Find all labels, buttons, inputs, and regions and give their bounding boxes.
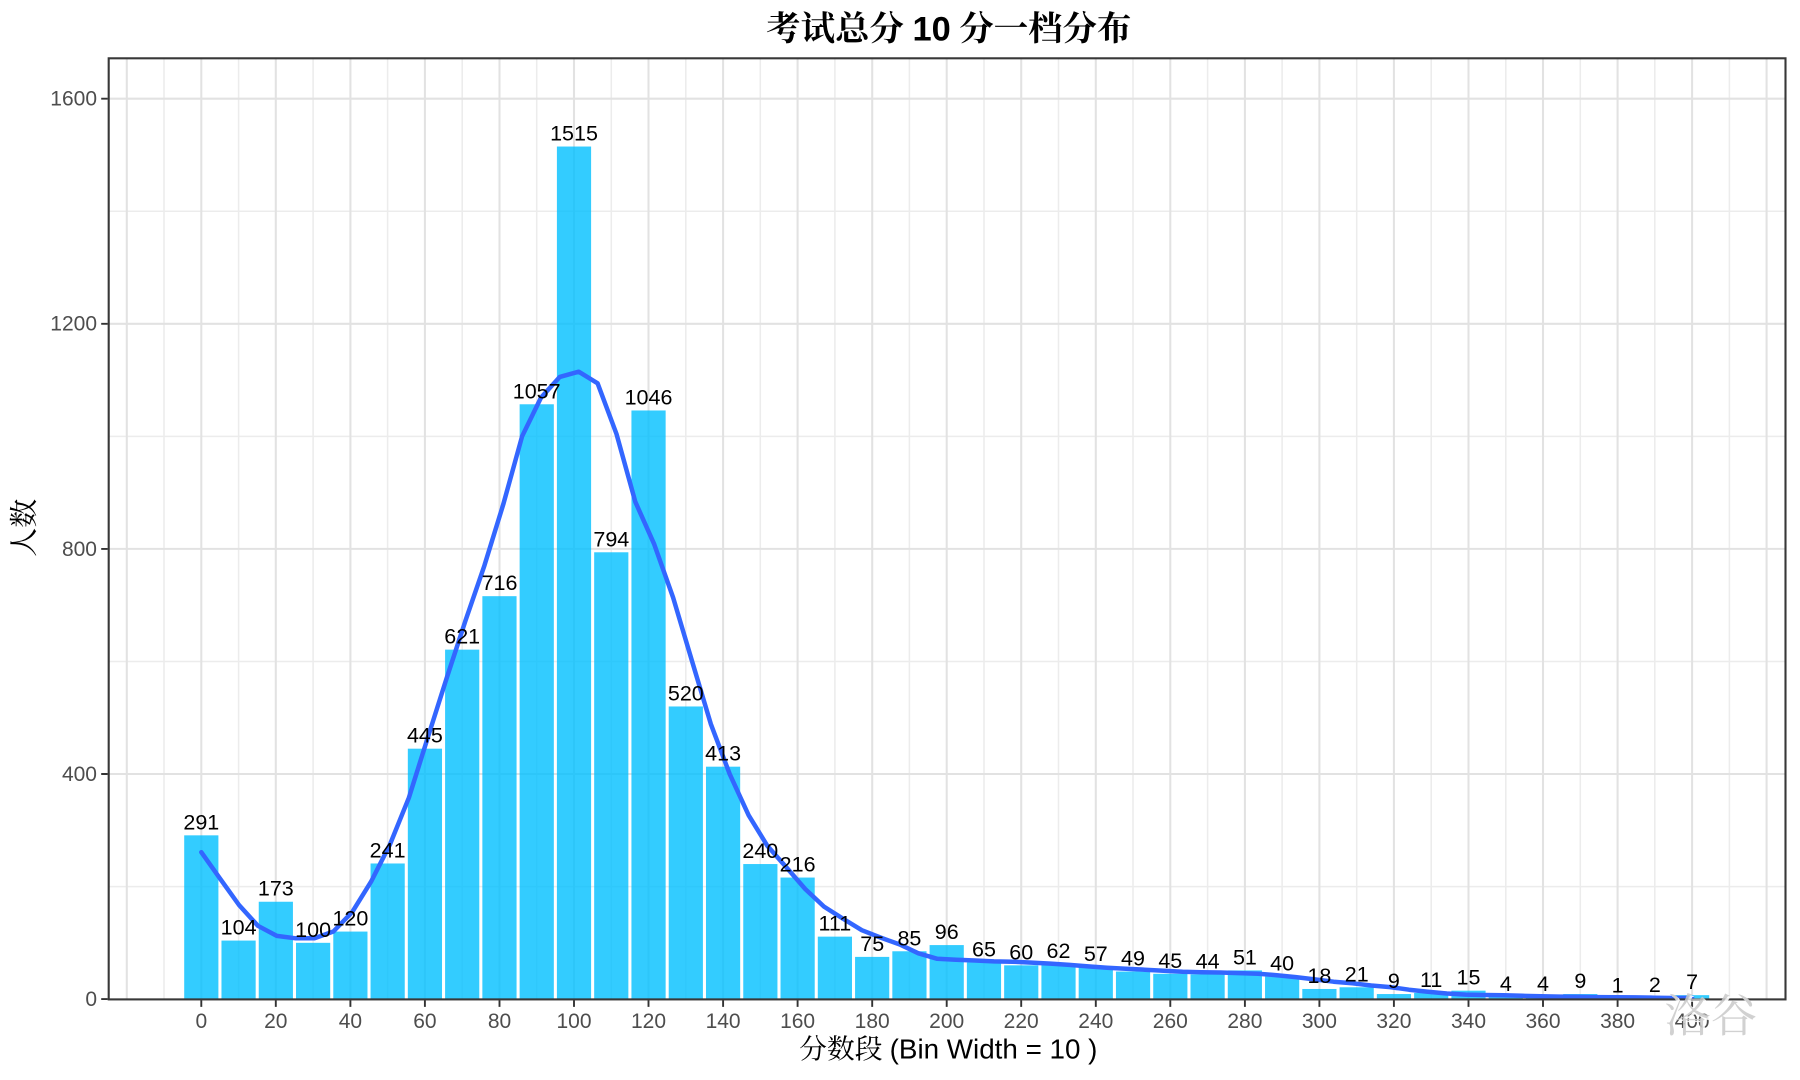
- svg-text:240: 240: [742, 839, 778, 863]
- svg-text:413: 413: [705, 742, 741, 766]
- svg-text:220: 220: [1004, 1010, 1039, 1033]
- svg-text:18: 18: [1307, 964, 1331, 988]
- svg-text:51: 51: [1233, 945, 1257, 969]
- svg-text:45: 45: [1158, 949, 1182, 973]
- svg-text:180: 180: [855, 1010, 890, 1033]
- svg-text:360: 360: [1525, 1010, 1560, 1033]
- svg-text:62: 62: [1047, 939, 1071, 963]
- svg-text:21: 21: [1345, 962, 1369, 986]
- svg-text:621: 621: [444, 625, 480, 649]
- svg-text:140: 140: [706, 1010, 741, 1033]
- svg-text:85: 85: [897, 926, 921, 950]
- svg-text:240: 240: [1078, 1010, 1113, 1033]
- svg-text:9: 9: [1574, 969, 1586, 993]
- svg-text:60: 60: [1009, 940, 1033, 964]
- svg-text:49: 49: [1121, 947, 1145, 971]
- svg-text:15: 15: [1457, 966, 1481, 990]
- svg-text:120: 120: [332, 907, 368, 931]
- svg-text:520: 520: [668, 682, 704, 706]
- svg-text:216: 216: [780, 853, 816, 877]
- svg-text:380: 380: [1600, 1010, 1635, 1033]
- svg-text:1200: 1200: [50, 313, 97, 336]
- svg-text:111: 111: [819, 912, 852, 936]
- svg-text:44: 44: [1196, 949, 1220, 973]
- svg-text:300: 300: [1302, 1010, 1337, 1033]
- svg-text:291: 291: [183, 810, 219, 834]
- svg-text:200: 200: [929, 1010, 964, 1033]
- svg-text:10: 10: [912, 10, 950, 48]
- svg-text:120: 120: [631, 1010, 666, 1033]
- svg-text:800: 800: [62, 538, 97, 561]
- svg-text:4: 4: [1500, 972, 1512, 996]
- svg-text:60: 60: [413, 1010, 436, 1033]
- svg-text:445: 445: [407, 724, 443, 748]
- svg-text:96: 96: [935, 920, 959, 944]
- svg-text:75: 75: [860, 932, 884, 956]
- svg-text:400: 400: [62, 763, 97, 786]
- svg-text:320: 320: [1376, 1010, 1411, 1033]
- svg-text:7: 7: [1686, 970, 1698, 994]
- svg-text:20: 20: [264, 1010, 287, 1033]
- svg-text:173: 173: [258, 877, 294, 901]
- svg-text:0: 0: [195, 1010, 207, 1033]
- svg-text:104: 104: [221, 916, 257, 940]
- svg-text:260: 260: [1153, 1010, 1188, 1033]
- svg-text:716: 716: [482, 571, 518, 595]
- svg-text:100: 100: [295, 918, 331, 942]
- svg-text:340: 340: [1451, 1010, 1486, 1033]
- svg-text:2: 2: [1649, 973, 1661, 997]
- svg-text:241: 241: [370, 839, 406, 863]
- svg-text:100: 100: [556, 1010, 591, 1033]
- svg-text:794: 794: [593, 527, 629, 551]
- svg-text:9: 9: [1388, 969, 1400, 993]
- svg-text:57: 57: [1084, 942, 1108, 966]
- svg-text:160: 160: [780, 1010, 815, 1033]
- svg-text:280: 280: [1227, 1010, 1262, 1033]
- svg-text:40: 40: [1270, 952, 1294, 976]
- svg-text:65: 65: [972, 938, 996, 962]
- svg-text:1046: 1046: [625, 386, 673, 410]
- svg-text:1: 1: [1612, 974, 1624, 998]
- svg-text:(Bin Width = 10 ): (Bin Width = 10 ): [890, 1034, 1098, 1065]
- svg-text:80: 80: [488, 1010, 511, 1033]
- svg-text:1515: 1515: [550, 122, 598, 146]
- svg-text:0: 0: [85, 988, 97, 1011]
- svg-text:4: 4: [1537, 972, 1549, 996]
- svg-text:1057: 1057: [513, 379, 561, 403]
- svg-text:40: 40: [339, 1010, 362, 1033]
- svg-text:1600: 1600: [50, 88, 97, 111]
- svg-text:11: 11: [1420, 968, 1442, 992]
